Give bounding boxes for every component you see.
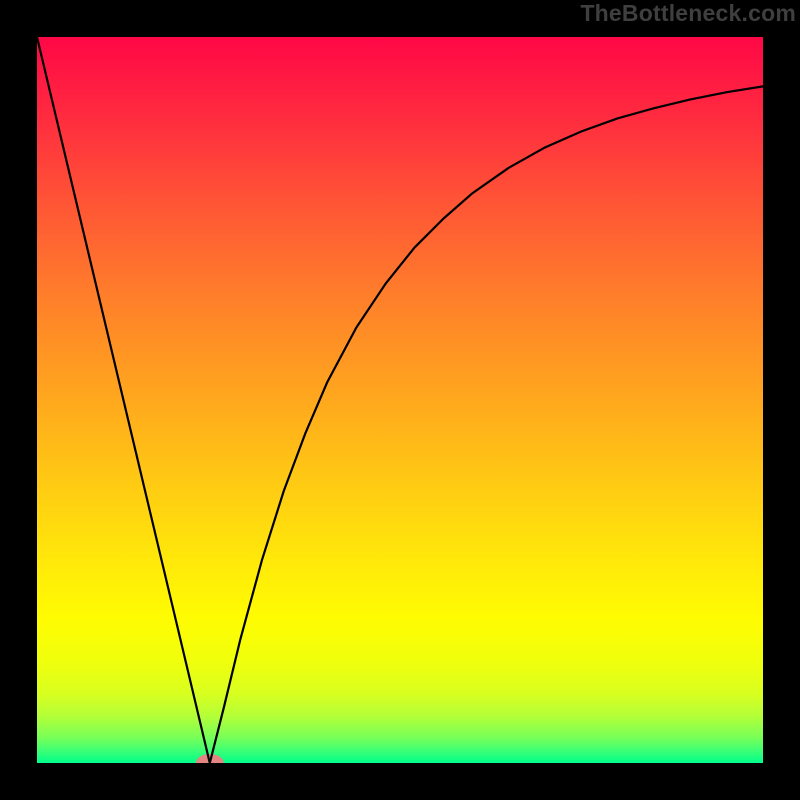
bottleneck-curve: [37, 37, 763, 763]
chart-overlay-svg: [0, 0, 800, 800]
chart-frame: TheBottleneck.com: [0, 0, 800, 800]
watermark-text: TheBottleneck.com: [580, 0, 796, 27]
